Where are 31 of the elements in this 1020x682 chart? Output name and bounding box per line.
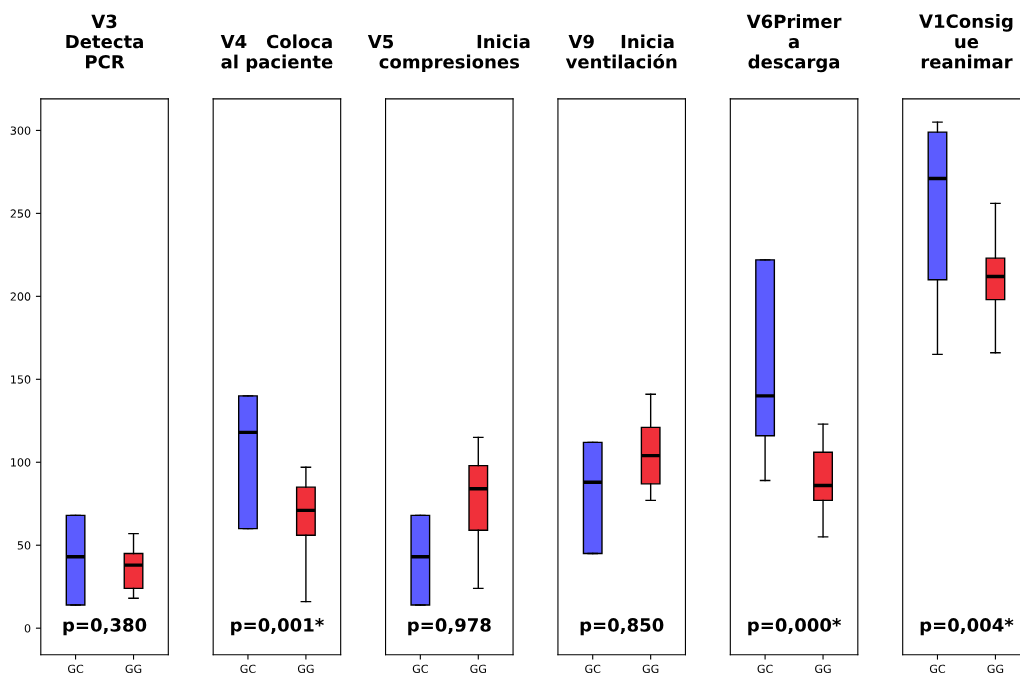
y-tick-label: 200 bbox=[10, 292, 31, 301]
chart-title: V9 Inicia ventilación bbox=[565, 34, 677, 69]
x-tick-label: GG bbox=[297, 664, 314, 674]
x-tick-label: GC bbox=[929, 664, 946, 674]
chart-title: V3 Detecta PCR bbox=[66, 14, 143, 69]
y-tick-label: 300 bbox=[10, 126, 31, 135]
x-tick-label: GG bbox=[987, 664, 1004, 674]
y-tick-label: 100 bbox=[11, 458, 31, 467]
annotation: p=0,000* bbox=[748, 618, 842, 636]
x-tick-label: GC bbox=[240, 664, 256, 674]
y-tick-label: 50 bbox=[17, 541, 31, 550]
annotation: p=0,380 bbox=[63, 618, 147, 636]
y-tick-label: 0 bbox=[24, 624, 31, 633]
annotation: p=0,004* bbox=[920, 618, 1014, 636]
x-tick-label: GC bbox=[68, 664, 84, 674]
x-tick-label: GG bbox=[642, 664, 659, 674]
x-tick-label: GC bbox=[412, 664, 428, 674]
chart-title: V4 Coloca al paciente bbox=[220, 34, 333, 73]
x-tick-label: GG bbox=[470, 664, 486, 674]
x-tick-label: GC bbox=[585, 664, 601, 674]
x-tick-label: GG bbox=[815, 664, 831, 674]
x-tick-label: GG bbox=[125, 664, 142, 674]
y-tick-label: 150 bbox=[11, 375, 31, 384]
annotation: p=0,850 bbox=[580, 618, 664, 636]
chart-title: V6Primer a descarga bbox=[746, 14, 842, 73]
chart-title: V1Consig ue reanimar bbox=[919, 14, 1013, 69]
y-tick-label: 250 bbox=[10, 209, 31, 218]
chart-title: V5 Inicia compresiones bbox=[367, 34, 530, 73]
x-tick-label: GC bbox=[757, 664, 773, 674]
annotation: p=0,001* bbox=[231, 618, 324, 636]
annotation: p=0,978 bbox=[408, 618, 491, 636]
